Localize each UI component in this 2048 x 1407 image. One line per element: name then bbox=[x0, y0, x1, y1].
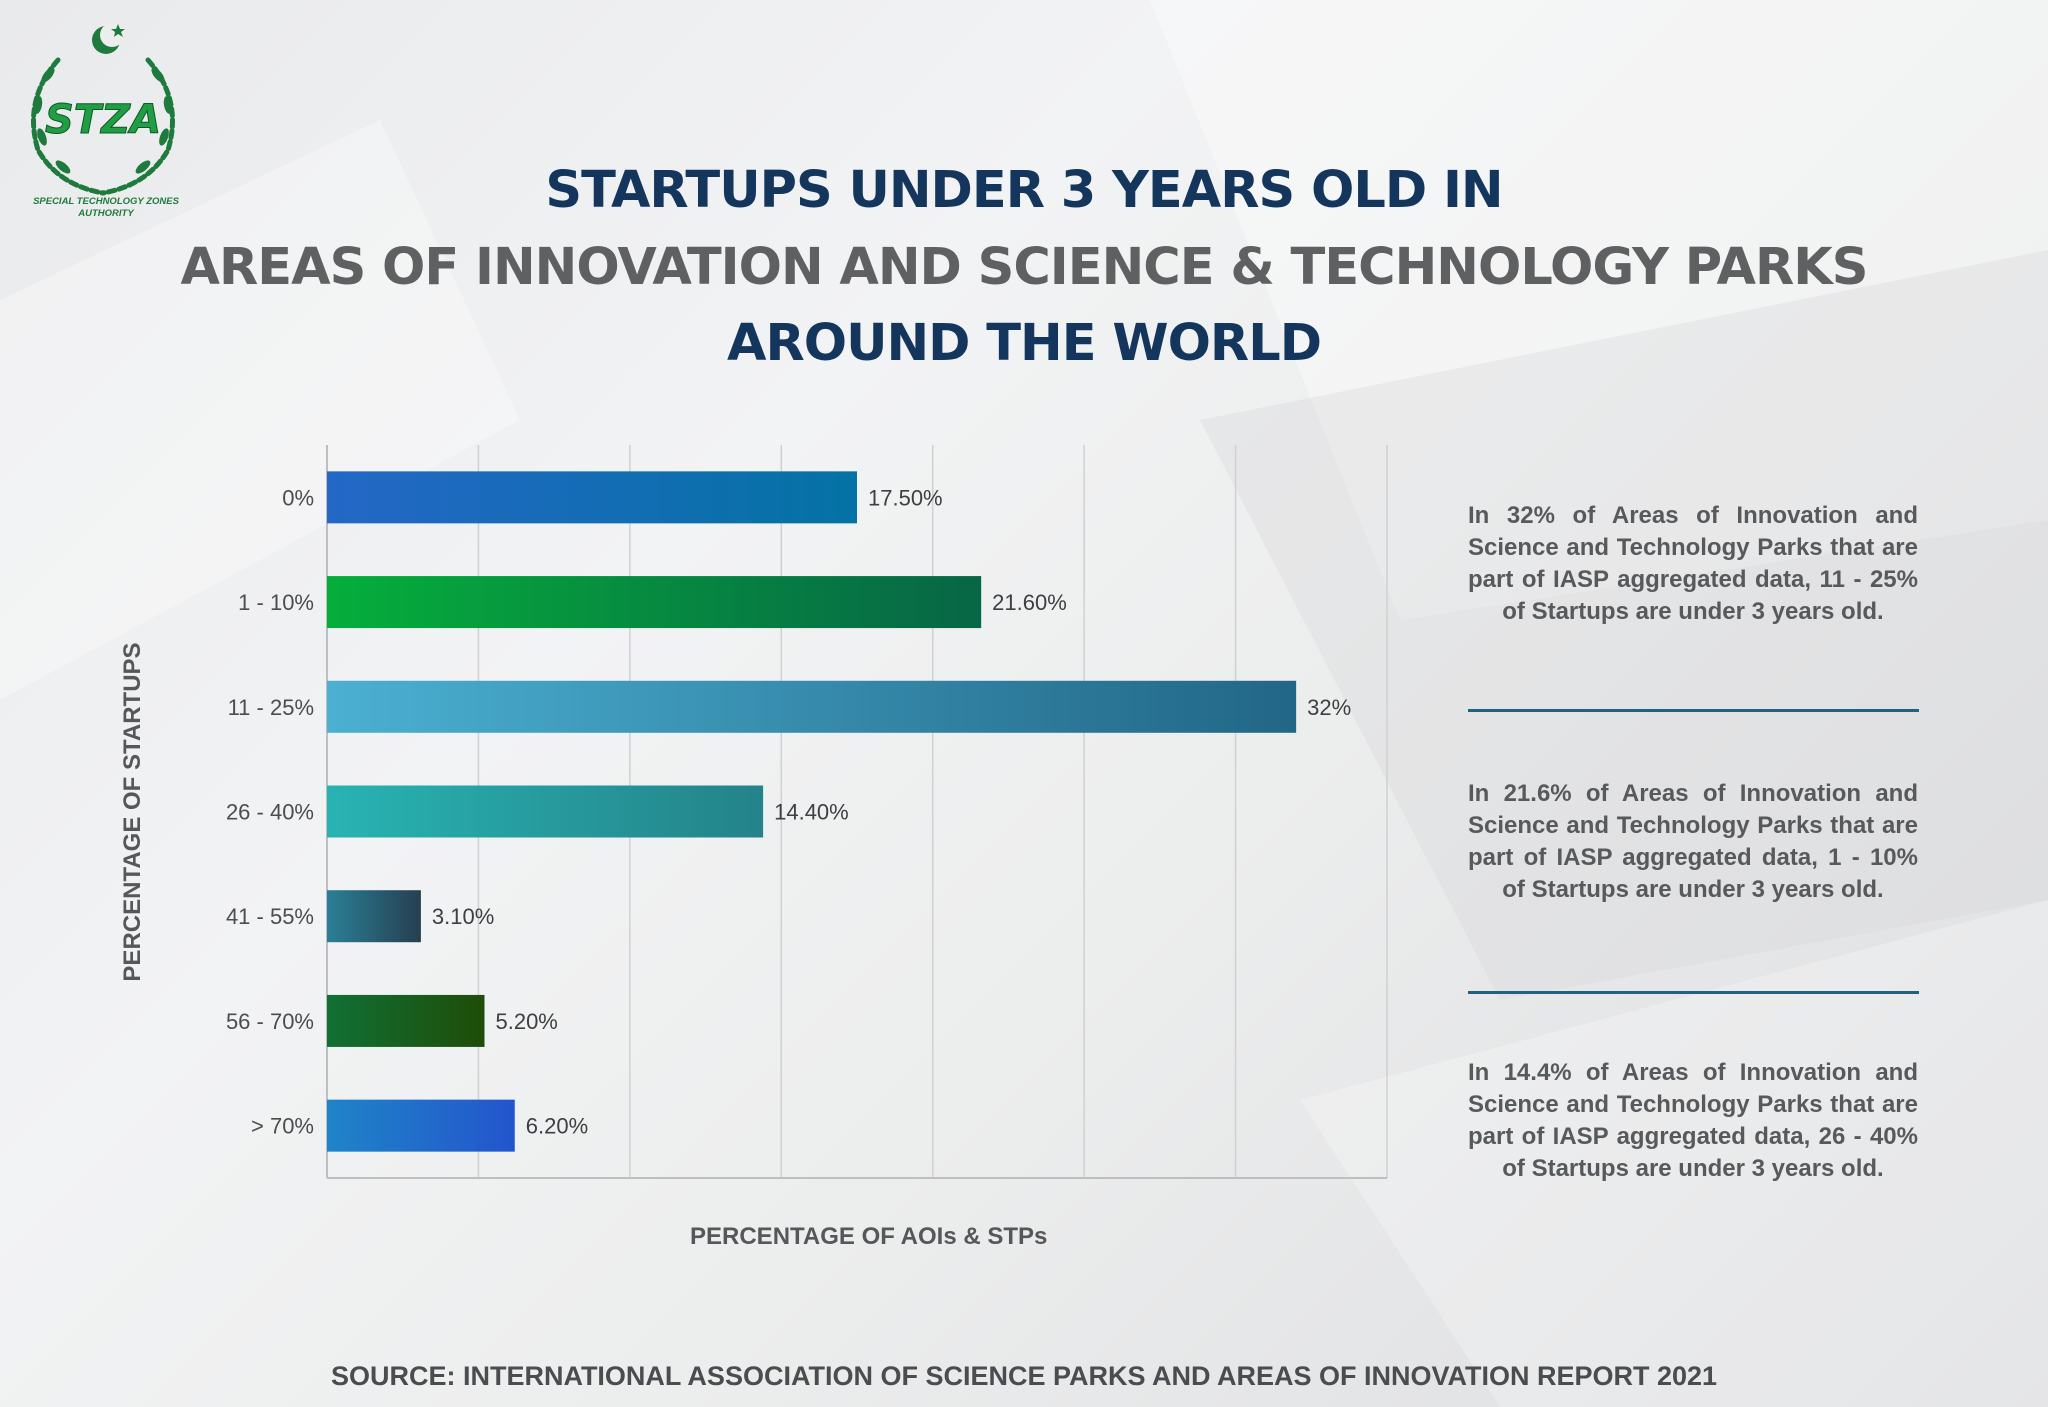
category-label: > 70% bbox=[251, 1114, 314, 1139]
data-label: 17.50% bbox=[868, 485, 943, 510]
divider-2 bbox=[1468, 991, 1919, 994]
data-label: 6.20% bbox=[526, 1114, 588, 1139]
title-line-1: STARTUPS UNDER 3 YEARS OLD IN bbox=[545, 161, 1503, 220]
category-label: 1 - 10% bbox=[238, 590, 314, 615]
bar bbox=[327, 471, 857, 524]
note-1: In 32% of Areas of Innovation and Scienc… bbox=[1468, 502, 1918, 625]
bar bbox=[327, 785, 764, 838]
logo-caption: SPECIAL TECHNOLOGY ZONES AUTHORITY bbox=[33, 196, 179, 219]
data-label: 14.40% bbox=[774, 800, 849, 825]
bar bbox=[327, 680, 1297, 733]
stza-logo: STZA bbox=[31, 23, 175, 196]
data-label: 32% bbox=[1307, 695, 1351, 720]
data-label: 3.10% bbox=[432, 904, 494, 929]
title-line-2: AREAS OF INNOVATION AND SCIENCE & TECHNO… bbox=[180, 238, 1869, 297]
category-label: 11 - 25% bbox=[228, 695, 314, 720]
y-axis-title: PERCENTAGE OF STARTUPS bbox=[119, 642, 146, 982]
bar bbox=[327, 890, 421, 943]
source-footer: SOURCE: INTERNATIONAL ASSOCIATION OF SCI… bbox=[330, 1361, 1718, 1391]
note-2: In 21.6% of Areas of Innovation and Scie… bbox=[1468, 780, 1918, 903]
bar bbox=[327, 1099, 515, 1152]
note-3: In 14.4% of Areas of Innovation and Scie… bbox=[1468, 1059, 1918, 1182]
bar bbox=[327, 576, 982, 629]
data-label: 5.20% bbox=[495, 1009, 557, 1034]
category-label: 41 - 55% bbox=[226, 904, 314, 929]
labels: 0% 17.50% 1 - 10% 21.60% 11 - 25% 32% 26 - 40%… bbox=[226, 485, 1351, 1138]
laurel-wreath-icon bbox=[31, 57, 175, 196]
x-axis-title: PERCENTAGE OF AOIs & STPs bbox=[690, 1223, 1048, 1250]
divider-1 bbox=[1468, 709, 1919, 712]
bars bbox=[327, 471, 1297, 1152]
data-label: 21.60% bbox=[992, 590, 1067, 615]
logo-text: STZA bbox=[45, 97, 161, 143]
category-label: 26 - 40% bbox=[226, 800, 314, 825]
title-line-3: AROUND THE WORLD bbox=[726, 314, 1322, 373]
bar bbox=[327, 994, 485, 1047]
crescent-star-icon bbox=[92, 23, 125, 54]
category-label: 56 - 70% bbox=[226, 1009, 314, 1034]
category-label: 0% bbox=[282, 485, 314, 510]
